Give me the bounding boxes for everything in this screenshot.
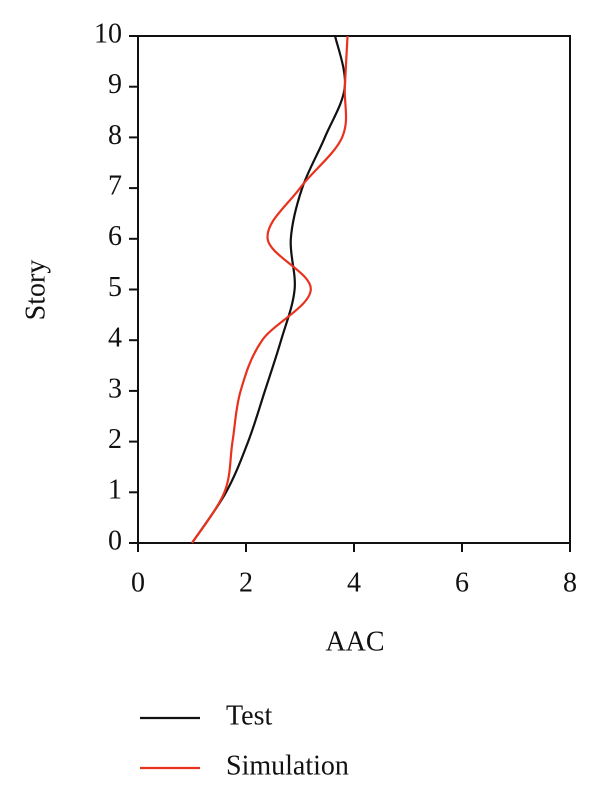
x-tick-label: 2 bbox=[239, 567, 253, 598]
y-tick-label: 8 bbox=[108, 120, 122, 151]
y-axis-label: Story bbox=[20, 260, 51, 321]
data-line bbox=[191, 35, 347, 544]
x-tick-label: 6 bbox=[455, 567, 469, 598]
legend-label: Test bbox=[226, 700, 272, 731]
y-tick-label: 3 bbox=[108, 373, 122, 404]
y-tick-label: 10 bbox=[94, 18, 122, 49]
y-tick-label: 4 bbox=[108, 323, 122, 354]
y-tick-label: 1 bbox=[108, 475, 122, 506]
plot-frame bbox=[137, 35, 571, 544]
x-tick-label: 8 bbox=[563, 567, 577, 598]
y-tick-label: 9 bbox=[108, 69, 122, 100]
legend-label: Simulation bbox=[226, 750, 349, 781]
y-tick-label: 7 bbox=[108, 171, 122, 202]
y-tick-label: 6 bbox=[108, 221, 122, 252]
x-tick-label: 4 bbox=[347, 567, 361, 598]
y-tick-label: 2 bbox=[108, 424, 122, 455]
y-tick-label: 5 bbox=[108, 272, 122, 303]
x-tick-label: 0 bbox=[131, 567, 145, 598]
x-axis-label: AAC bbox=[325, 626, 384, 657]
data-line bbox=[191, 35, 349, 544]
y-tick-label: 0 bbox=[108, 525, 122, 556]
